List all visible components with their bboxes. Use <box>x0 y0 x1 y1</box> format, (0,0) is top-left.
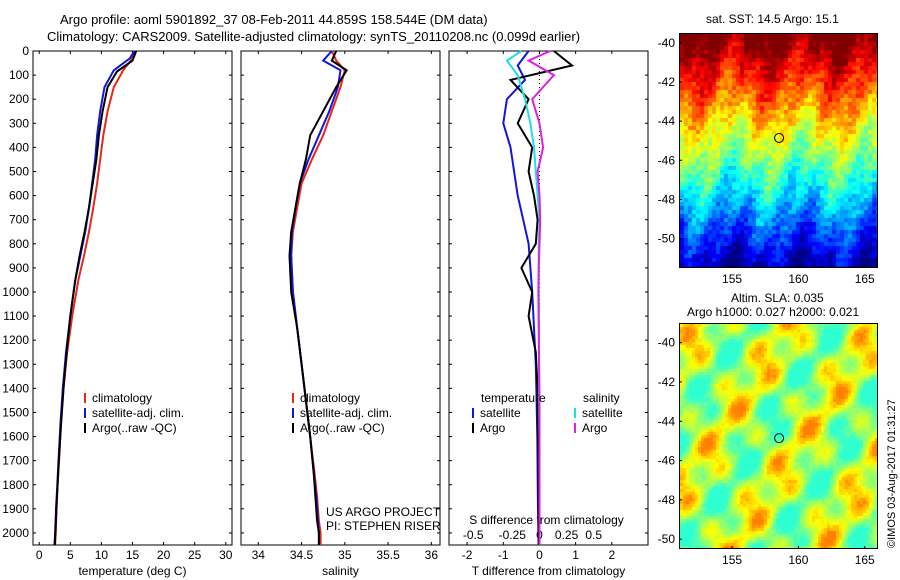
top-axis-label: S difference from climatology <box>469 513 624 527</box>
x-tick-label: 0 <box>36 548 43 562</box>
legend-label: climatology <box>92 391 152 405</box>
plot-frame <box>32 50 233 546</box>
x-tick-label: 36 <box>425 548 439 562</box>
y-tick-label: 300 <box>9 116 29 130</box>
legend-label: Argo <box>582 421 608 435</box>
series-line-satellite <box>53 50 136 546</box>
y-tick-label: 600 <box>9 189 29 203</box>
series-line-satellite <box>502 50 540 546</box>
x-tick-label: -2 <box>462 548 473 562</box>
x-tick-label: -1 <box>498 548 509 562</box>
sst-heatmap-canvas <box>680 34 877 267</box>
y-tick-label: 1400 <box>2 381 29 395</box>
chart-title-line1: Argo profile: aoml 5901892_37 08-Feb-201… <box>60 12 488 27</box>
x-tick-label: 2 <box>608 548 615 562</box>
y-tick-label: 500 <box>9 164 29 178</box>
top-tick-label: -0.5 <box>463 528 484 542</box>
x-tick-label: 30 <box>219 548 233 562</box>
y-tick-label: 1100 <box>3 309 29 323</box>
x-tick-label: 34.5 <box>290 548 314 562</box>
legend-label: satellite <box>582 406 623 420</box>
legend-label: satellite-adj. clim. <box>300 406 392 420</box>
series-line-climatology <box>290 50 346 545</box>
legend-label: satellite-adj. clim. <box>92 406 184 420</box>
x-axis-label: temperature (deg C) <box>78 564 186 578</box>
sla-heatmap-canvas <box>680 324 877 548</box>
y-tick-label: 1200 <box>2 333 29 347</box>
x-tick-label: 15 <box>126 548 140 562</box>
y-tick-label: 700 <box>9 213 29 227</box>
legend-label: Argo(..raw -QC) <box>300 421 385 435</box>
series-line-argo <box>288 50 348 545</box>
legend-label: satellite <box>480 406 521 420</box>
x-tick-label: 0 <box>536 548 543 562</box>
sla-heatmap <box>679 323 878 549</box>
series-line-climatology <box>54 50 136 546</box>
sla-map-title-line1: Altim. SLA: 0.035 <box>731 291 824 305</box>
x-tick-label: 25 <box>188 548 202 562</box>
x-tick-label: 34 <box>252 548 266 562</box>
panel-differences: -2 -1 0 1 2 T difference from climatology S di… <box>448 50 649 578</box>
panel-salinity: 34 34.5 35 35.5 36 salinity climatologysatelli… <box>240 50 441 578</box>
x-tick-label: 5 <box>67 548 74 562</box>
y-tick-label: 800 <box>9 237 29 251</box>
legend-label: Argo(..raw -QC) <box>92 421 177 435</box>
plot-frame <box>240 50 441 546</box>
sst-heatmap <box>679 33 878 268</box>
panel-temperature: 0100200300400500600700800900100011001200… <box>2 44 232 578</box>
y-tick-label: 1600 <box>2 430 29 444</box>
series-line-argo <box>508 50 575 545</box>
x-tick-label: 10 <box>95 548 109 562</box>
series-line-argo <box>53 50 138 546</box>
y-tick-label: 1700 <box>2 454 29 468</box>
x-tick-label: 35.5 <box>376 548 400 562</box>
y-tick-label: 1900 <box>2 502 29 516</box>
annotation-text: PI: STEPHEN RISER <box>326 519 441 533</box>
x-axis-label: T difference from climatology <box>472 564 626 578</box>
x-tick-label: 1 <box>572 548 579 562</box>
series-line-sal_satellite <box>505 50 541 545</box>
y-tick-label: 1500 <box>2 405 29 419</box>
y-tick-label: 1300 <box>2 357 29 371</box>
top-tick-label: 0.25 <box>555 528 579 542</box>
legend-title-salinity: salinity <box>583 391 620 405</box>
top-tick-label: -0.25 <box>499 528 527 542</box>
sla-map-title-line2: Argo h1000: 0.027 h2000: 0.021 <box>687 305 860 319</box>
y-tick-label: 1000 <box>2 285 29 299</box>
credit-text: ©IMOS 03-Aug-2017 01:31:27 <box>886 399 898 548</box>
legend-label: Argo <box>480 421 506 435</box>
y-tick-label: 400 <box>9 140 29 154</box>
plot-frame <box>448 50 649 546</box>
y-tick-label: 200 <box>9 92 29 106</box>
y-tick-label: 100 <box>9 68 29 82</box>
x-tick-label: 35 <box>338 548 352 562</box>
annotation-text: US ARGO PROJECT <box>326 505 441 519</box>
legend-title-temperature: temperature <box>481 391 546 405</box>
y-tick-label: 900 <box>9 261 29 275</box>
y-tick-label: 1800 <box>2 478 29 492</box>
top-tick-label: 0.5 <box>585 528 602 542</box>
y-tick-label: 2000 <box>2 526 29 540</box>
legend-label: climatology <box>300 391 360 405</box>
y-tick-label: 0 <box>22 44 29 58</box>
x-axis-label: salinity <box>322 564 359 578</box>
chart-title-line2: Climatology: CARS2009. Satellite-adjuste… <box>47 29 581 44</box>
sst-map-title: sat. SST: 14.5 Argo: 15.1 <box>706 12 839 26</box>
series-line-sal_argo <box>526 50 556 545</box>
x-tick-label: 20 <box>157 548 171 562</box>
